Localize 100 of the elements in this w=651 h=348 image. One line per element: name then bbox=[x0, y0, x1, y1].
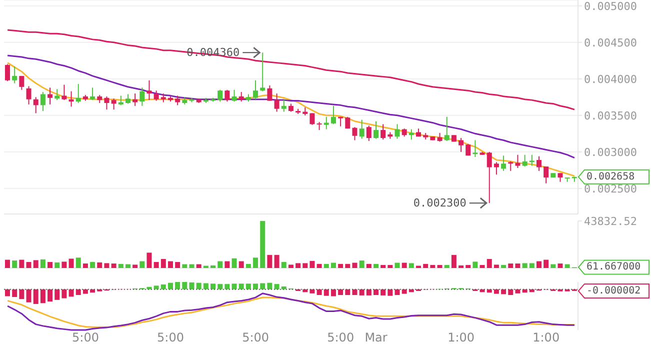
bar bbox=[33, 289, 38, 304]
bar bbox=[146, 252, 152, 268]
bar bbox=[494, 289, 499, 294]
bar bbox=[62, 289, 67, 298]
annotation: 0.002300 bbox=[413, 196, 466, 210]
y-tick-label: 43832.52 bbox=[584, 214, 637, 228]
candlestick bbox=[5, 64, 10, 82]
candlestick bbox=[224, 89, 230, 102]
y-tick-label: 0.005000 bbox=[584, 0, 637, 13]
bar bbox=[203, 283, 208, 290]
bar bbox=[253, 258, 258, 268]
bar bbox=[260, 221, 266, 268]
bar bbox=[224, 284, 230, 290]
bar bbox=[480, 265, 485, 268]
bar bbox=[232, 284, 237, 290]
bar bbox=[90, 262, 96, 268]
bar bbox=[182, 282, 188, 290]
bar bbox=[373, 264, 378, 268]
bar bbox=[175, 262, 180, 268]
candlestick bbox=[267, 84, 272, 102]
text: -0.000002 bbox=[586, 285, 641, 296]
candlestick bbox=[494, 162, 499, 176]
bar bbox=[218, 284, 223, 290]
bar bbox=[26, 262, 32, 268]
candlestick bbox=[324, 116, 329, 130]
bar bbox=[146, 286, 152, 290]
line-series bbox=[6, 29, 576, 110]
candlestick bbox=[274, 92, 280, 112]
bar bbox=[210, 284, 216, 290]
bar bbox=[330, 289, 336, 296]
bar bbox=[196, 282, 202, 290]
bar bbox=[388, 289, 393, 296]
bar bbox=[132, 264, 138, 268]
candlestick bbox=[310, 112, 315, 126]
text: 0.002658 bbox=[586, 171, 635, 182]
bar bbox=[68, 289, 74, 297]
bar bbox=[104, 263, 110, 268]
bar bbox=[402, 262, 407, 268]
candlestick bbox=[536, 156, 542, 172]
bar bbox=[40, 259, 46, 268]
y-tick-label: 0.003500 bbox=[584, 109, 637, 122]
bar bbox=[515, 263, 520, 268]
candlestick bbox=[515, 154, 520, 168]
candlestick bbox=[26, 86, 32, 105]
candlestick bbox=[238, 92, 244, 102]
bar bbox=[281, 286, 286, 290]
bar bbox=[310, 289, 315, 294]
bar bbox=[54, 262, 60, 268]
candlestick bbox=[544, 166, 549, 184]
text: 61.667000 bbox=[586, 262, 641, 273]
bar bbox=[324, 289, 329, 296]
bar bbox=[508, 289, 514, 296]
bar bbox=[82, 263, 88, 268]
bar bbox=[160, 284, 166, 290]
candlestick bbox=[76, 83, 81, 104]
candlestick bbox=[140, 87, 145, 106]
candlestick bbox=[40, 92, 46, 112]
bar bbox=[564, 264, 570, 268]
bar bbox=[408, 263, 414, 268]
candlestick bbox=[90, 87, 96, 101]
candlestick bbox=[218, 89, 223, 102]
bar bbox=[26, 289, 32, 302]
bar bbox=[494, 264, 499, 268]
bar bbox=[168, 261, 173, 268]
candlestick bbox=[62, 84, 67, 101]
bar bbox=[5, 289, 10, 296]
bar bbox=[394, 262, 400, 268]
candlestick bbox=[330, 105, 336, 125]
bar bbox=[246, 264, 251, 268]
bar bbox=[238, 284, 244, 290]
bar bbox=[140, 261, 145, 268]
x-tick-label: 5:00 bbox=[327, 330, 354, 345]
bar bbox=[394, 289, 400, 296]
candlestick bbox=[12, 66, 18, 84]
bar bbox=[19, 289, 24, 300]
bar bbox=[402, 289, 407, 294]
candlestick bbox=[175, 95, 180, 106]
line-series bbox=[6, 54, 576, 159]
bar bbox=[82, 289, 88, 294]
line-series bbox=[6, 62, 576, 177]
candlestick bbox=[19, 75, 24, 90]
candlestick bbox=[118, 95, 124, 106]
bar bbox=[345, 264, 350, 268]
bar bbox=[175, 282, 180, 290]
x-tick-label: 5:00 bbox=[72, 330, 99, 345]
x-tick-label: 1:00 bbox=[448, 330, 475, 345]
candlestick bbox=[444, 116, 450, 142]
bar bbox=[288, 264, 294, 268]
bar bbox=[210, 265, 216, 268]
bar bbox=[501, 265, 506, 268]
candlestick bbox=[260, 52, 266, 92]
bar bbox=[388, 265, 393, 268]
bar bbox=[224, 261, 230, 268]
bar bbox=[274, 254, 280, 268]
candlestick bbox=[154, 90, 159, 102]
bar bbox=[76, 258, 81, 268]
bar bbox=[373, 289, 378, 296]
bar bbox=[330, 262, 336, 268]
bar bbox=[267, 254, 272, 268]
candlestick bbox=[380, 124, 386, 140]
